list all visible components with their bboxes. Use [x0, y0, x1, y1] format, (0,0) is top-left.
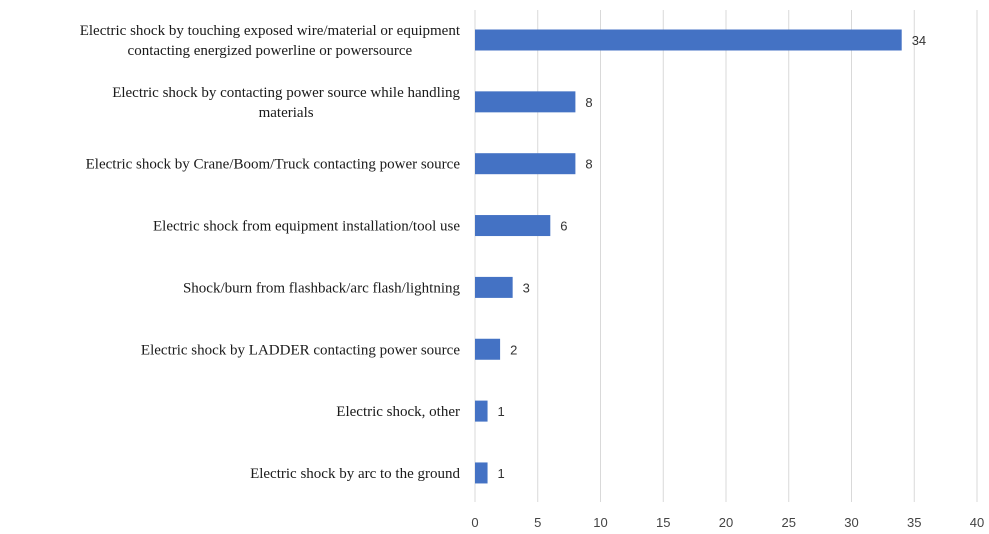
- bar: [475, 276, 513, 298]
- category-labels: Electric shock by touching exposed wire/…: [80, 23, 461, 482]
- data-label: 1: [498, 466, 505, 481]
- bar: [475, 215, 551, 237]
- bars: [475, 29, 902, 484]
- x-tick-label: 35: [907, 515, 921, 530]
- category-label: Shock/burn from flashback/arc flash/ligh…: [183, 280, 461, 296]
- x-tick-label: 20: [719, 515, 733, 530]
- x-axis-ticks: 0 5 10 15 20 25 30 35 40: [471, 515, 984, 530]
- data-label: 8: [585, 157, 592, 172]
- gridlines: [474, 10, 978, 502]
- bar: [475, 153, 576, 175]
- category-label: Electric shock by arc to the ground: [250, 466, 460, 482]
- category-label: Electric shock by touching exposed wire/…: [80, 23, 461, 59]
- x-tick-label: 40: [970, 515, 984, 530]
- category-label: Electric shock by LADDER contacting powe…: [141, 342, 460, 358]
- x-tick-label: 5: [534, 515, 541, 530]
- bar: [475, 400, 488, 422]
- category-label: Electric shock, other: [336, 404, 460, 420]
- category-label: Electric shock from equipment installati…: [153, 219, 460, 235]
- bar: [475, 29, 902, 51]
- x-tick-label: 30: [844, 515, 858, 530]
- data-label: 2: [510, 342, 517, 357]
- data-label: 6: [560, 219, 567, 234]
- category-label: Electric shock by contacting power sourc…: [112, 85, 460, 121]
- data-label: 3: [523, 280, 530, 295]
- data-label: 1: [498, 404, 505, 419]
- bar: [475, 91, 576, 113]
- x-tick-label: 25: [782, 515, 796, 530]
- x-tick-label: 10: [593, 515, 607, 530]
- bar: [475, 462, 488, 484]
- data-label: 8: [585, 95, 592, 110]
- data-label: 34: [912, 33, 926, 48]
- bar: [475, 338, 501, 360]
- data-labels: 34 8 8 6 3 2 1 1: [498, 33, 927, 481]
- category-label: Electric shock by Crane/Boom/Truck conta…: [86, 157, 461, 173]
- x-tick-label: 15: [656, 515, 670, 530]
- x-tick-label: 0: [471, 515, 478, 530]
